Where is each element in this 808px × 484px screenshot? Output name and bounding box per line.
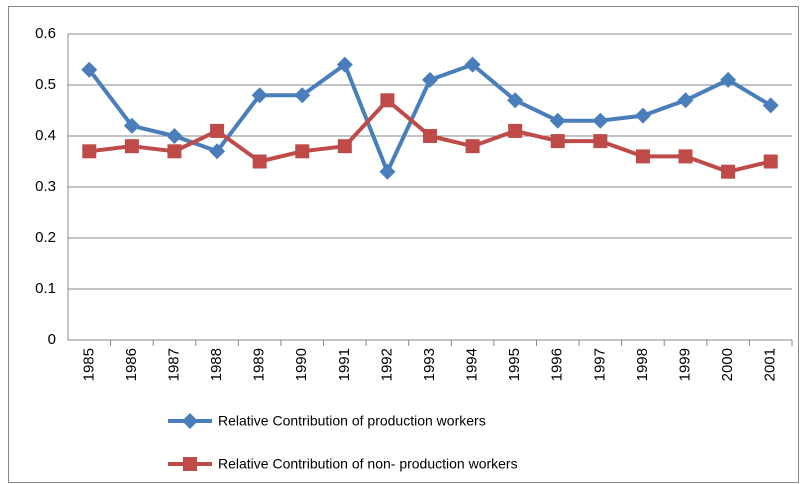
data-point — [337, 139, 352, 154]
data-point — [123, 117, 140, 134]
data-point — [678, 149, 693, 164]
data-point — [677, 92, 694, 109]
data-point — [550, 134, 565, 149]
data-point — [465, 139, 480, 154]
x-tick-label: 1991 — [336, 348, 353, 381]
x-tick-label: 1987 — [165, 348, 182, 381]
y-tick-label: 0.6 — [35, 25, 56, 42]
data-point — [82, 144, 97, 159]
data-point — [507, 92, 524, 109]
y-tick-label: 0.2 — [35, 229, 56, 246]
data-point — [336, 56, 353, 73]
legend-text: Relative Contribution of production work… — [218, 413, 486, 429]
x-tick-label: 1986 — [123, 348, 140, 381]
x-tick-label: 2000 — [719, 348, 736, 381]
y-tick-label: 0.3 — [35, 178, 56, 195]
legend-marker — [183, 457, 197, 471]
data-point — [635, 149, 650, 164]
y-tick-label: 0 — [48, 331, 56, 348]
x-tick-label: 1990 — [293, 348, 310, 381]
legend-marker — [182, 413, 198, 429]
data-point — [763, 154, 778, 169]
chart-border — [8, 6, 799, 483]
data-point — [210, 123, 225, 138]
data-point — [721, 164, 736, 179]
x-tick-label: 1996 — [549, 348, 566, 381]
data-point — [508, 123, 523, 138]
data-point — [251, 87, 268, 104]
data-point — [379, 163, 396, 180]
x-tick-label: 1985 — [80, 348, 97, 381]
data-point — [166, 128, 183, 144]
x-tick-label: 1993 — [421, 348, 438, 381]
x-tick-label: 2001 — [762, 348, 779, 381]
data-point — [380, 93, 395, 108]
x-tick-label: 1989 — [251, 348, 268, 381]
data-point — [81, 61, 98, 78]
data-point — [762, 97, 779, 114]
y-tick-label: 0.4 — [35, 127, 56, 144]
y-tick-label: 0.1 — [35, 280, 56, 297]
data-point — [549, 112, 566, 129]
data-point — [720, 71, 737, 88]
data-point — [294, 87, 311, 104]
x-tick-label: 1988 — [208, 348, 225, 381]
x-tick-label: 1994 — [464, 348, 481, 381]
data-point — [167, 144, 182, 159]
data-point — [634, 107, 651, 124]
x-tick-label: 1998 — [634, 348, 651, 381]
data-point — [295, 144, 310, 159]
data-point — [592, 112, 609, 129]
data-point — [422, 71, 438, 88]
data-point — [593, 134, 608, 149]
data-point — [209, 143, 226, 160]
legend-text: Relative Contribution of non- production… — [218, 456, 518, 472]
data-point — [464, 56, 481, 73]
x-tick-label: 1999 — [676, 348, 693, 381]
x-tick-label: 1992 — [378, 348, 395, 381]
x-tick-label: 1995 — [506, 348, 523, 381]
data-point — [124, 139, 139, 154]
data-point — [252, 154, 267, 169]
data-point — [423, 129, 437, 143]
x-tick-label: 1997 — [591, 348, 608, 381]
y-tick-label: 0.5 — [35, 76, 56, 93]
